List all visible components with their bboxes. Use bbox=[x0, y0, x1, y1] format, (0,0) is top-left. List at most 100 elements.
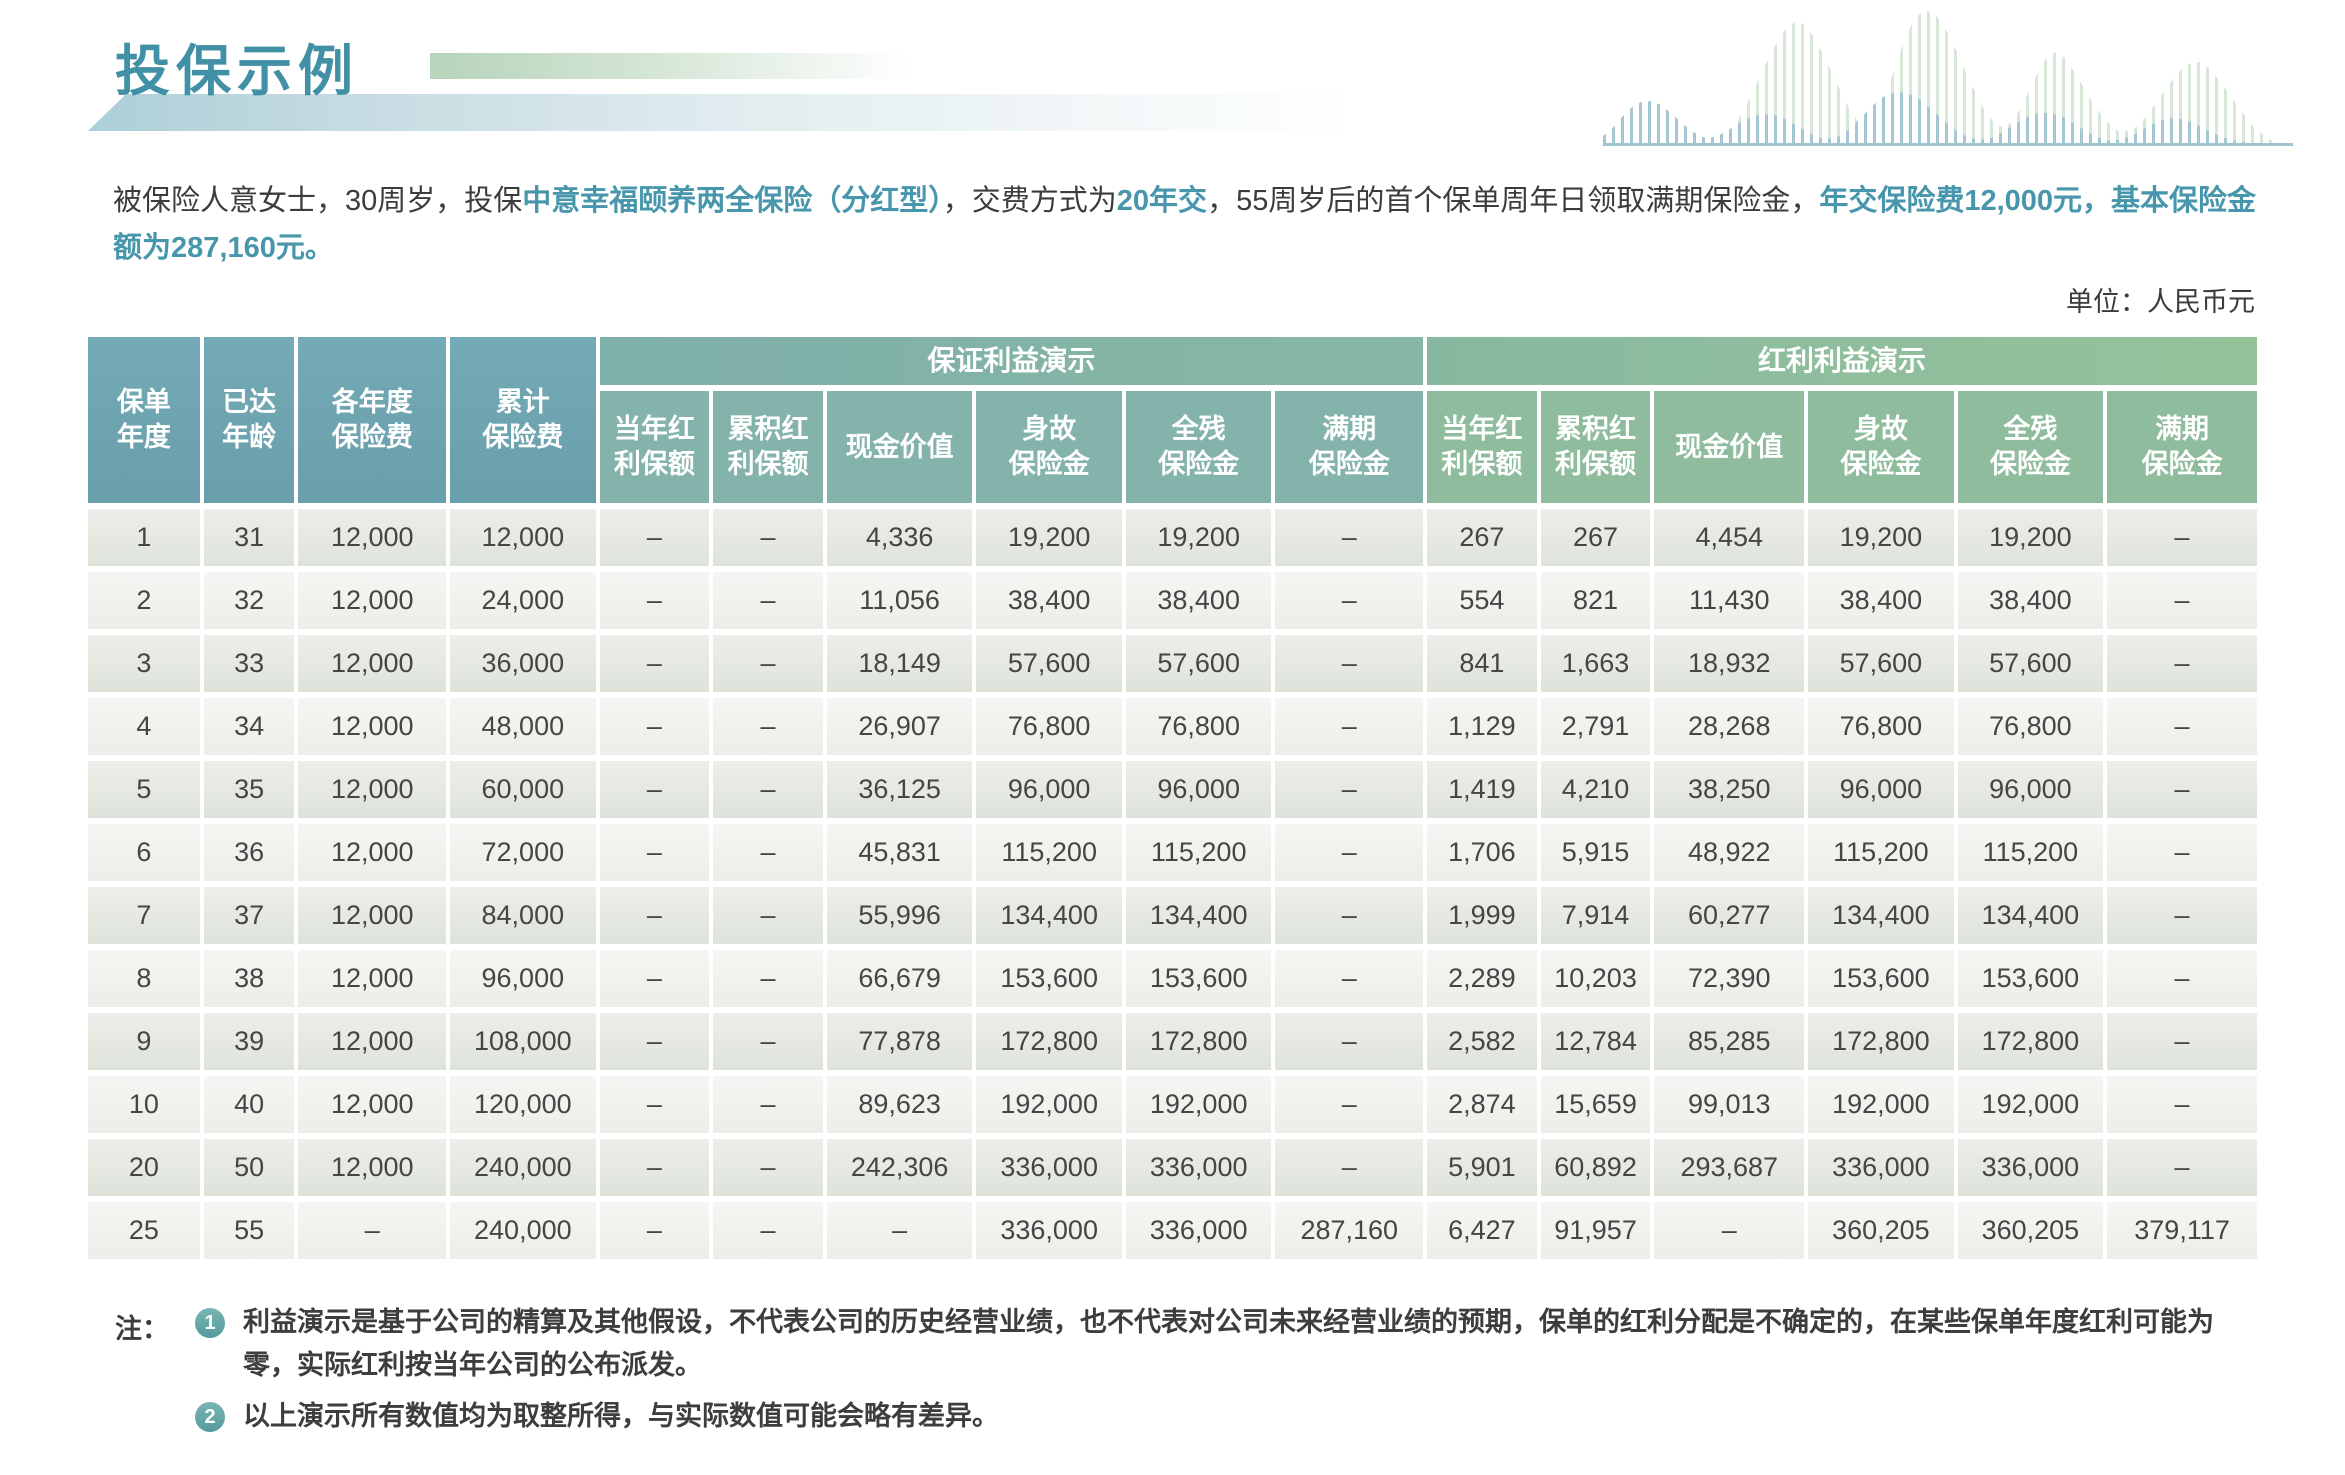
table-cell: 153,600 bbox=[976, 949, 1122, 1007]
table-cell: 293,687 bbox=[1654, 1138, 1805, 1196]
table-cell: 72,390 bbox=[1654, 949, 1805, 1007]
table-wrapper: 保单 年度 已达 年龄 各年度 保险费 累计 保险费 保证利益演示 红利利益演示… bbox=[84, 331, 2261, 1265]
table-cell: 115,200 bbox=[976, 823, 1122, 881]
table-row: 5 35 12,000 60,000– –36,125 96,000 96,000–1,41… bbox=[88, 760, 2257, 818]
table-cell: 115,200 bbox=[1957, 823, 2104, 881]
table-cell: 1,129 bbox=[1427, 697, 1537, 755]
table-cell: 7,914 bbox=[1540, 886, 1651, 944]
note-item: 2 以上演示所有数值均为取整所得，与实际数值可能会略有差异。 bbox=[195, 1395, 2257, 1438]
table-cell: – bbox=[599, 760, 710, 818]
table-cell: 12,000 bbox=[298, 949, 447, 1007]
col-header-g-death-benefit: 身故 保险金 bbox=[976, 390, 1122, 503]
table-cell: 192,000 bbox=[1957, 1075, 2104, 1133]
table-cell: 19,200 bbox=[1125, 508, 1272, 566]
table-row: 20 50 12,000 240,000– –242,306 336,000 336,000… bbox=[88, 1138, 2257, 1196]
table-cell: 134,400 bbox=[976, 886, 1122, 944]
table-cell: 57,600 bbox=[1808, 634, 1954, 692]
table-cell: 821 bbox=[1540, 571, 1651, 629]
table-cell: 57,600 bbox=[1125, 634, 1272, 692]
table-cell: – bbox=[1275, 760, 1424, 818]
table-row: 9 39 12,000 108,000– –77,878 172,800 172,800–2… bbox=[88, 1012, 2257, 1070]
table-cell: – bbox=[599, 1075, 710, 1133]
table-cell: 1,999 bbox=[1427, 886, 1537, 944]
intro-text: ，交费方式为 bbox=[942, 185, 1117, 217]
table-cell: – bbox=[713, 697, 823, 755]
table-cell: 38,400 bbox=[1808, 571, 1954, 629]
group-header-dividend-benefits: 红利利益演示 bbox=[1427, 336, 2257, 385]
table-cell: 379,117 bbox=[2107, 1201, 2257, 1259]
table-row: 6 36 12,000 72,000– –45,831 115,200 115,200–1,… bbox=[88, 823, 2257, 881]
table-cell: 267 bbox=[1540, 508, 1651, 566]
table-cell: 76,800 bbox=[1808, 697, 1954, 755]
table-cell: 38,400 bbox=[1125, 571, 1272, 629]
table-cell: 2,791 bbox=[1540, 697, 1651, 755]
col-header-g-disability-benefit: 全残 保险金 bbox=[1125, 390, 1272, 503]
table-cell: 12,000 bbox=[298, 697, 447, 755]
table-cell: 9 bbox=[88, 1012, 200, 1070]
table-group-header-row: 保单 年度 已达 年龄 各年度 保险费 累计 保险费 保证利益演示 红利利益演示 bbox=[88, 336, 2257, 503]
table-cell: – bbox=[1275, 1075, 1424, 1133]
table-cell: – bbox=[599, 949, 710, 1007]
col-header-g-accumulated-bonus: 累积红 利保额 bbox=[713, 390, 823, 503]
table-cell: 192,000 bbox=[1125, 1075, 1272, 1133]
col-header-g-maturity-benefit: 满期 保险金 bbox=[1275, 390, 1424, 503]
col-header-annual-premium: 各年度 保险费 bbox=[298, 336, 447, 503]
table-cell: 172,800 bbox=[1957, 1012, 2104, 1070]
col-header-d-death-benefit: 身故 保险金 bbox=[1808, 390, 1954, 503]
table-cell: 1,706 bbox=[1427, 823, 1537, 881]
table-cell: 4,210 bbox=[1540, 760, 1651, 818]
table-cell: 554 bbox=[1427, 571, 1537, 629]
table-cell: 7 bbox=[88, 886, 200, 944]
note-item: 1 利益演示是基于公司的精算及其他假设，不代表公司的历史经营业绩，也不代表对公司… bbox=[195, 1301, 2257, 1387]
table-cell: 8 bbox=[88, 949, 200, 1007]
table-cell: 336,000 bbox=[1125, 1201, 1272, 1259]
table-cell: 6 bbox=[88, 823, 200, 881]
group-header-guaranteed-benefits: 保证利益演示 bbox=[599, 336, 1424, 385]
table-cell: 39 bbox=[203, 1012, 295, 1070]
col-header-attained-age: 已达 年龄 bbox=[203, 336, 295, 503]
table-cell: – bbox=[713, 760, 823, 818]
table-cell: 1,419 bbox=[1427, 760, 1537, 818]
table-cell: 35 bbox=[203, 760, 295, 818]
col-header-cumulative-premium: 累计 保险费 bbox=[450, 336, 596, 503]
table-cell: 172,800 bbox=[1125, 1012, 1272, 1070]
table-row: 2 32 12,000 24,000– –11,056 38,400 38,400–554 8… bbox=[88, 571, 2257, 629]
table-cell: – bbox=[298, 1201, 447, 1259]
table-cell: 19,200 bbox=[1808, 508, 1954, 566]
table-cell: 6,427 bbox=[1427, 1201, 1537, 1259]
table-cell: 60,277 bbox=[1654, 886, 1805, 944]
table-cell: 19,200 bbox=[1957, 508, 2104, 566]
table-cell: 12,000 bbox=[298, 1012, 447, 1070]
table-cell: 85,285 bbox=[1654, 1012, 1805, 1070]
title-underline-swoosh bbox=[88, 94, 1468, 131]
table-cell: – bbox=[2107, 1012, 2257, 1070]
table-cell: – bbox=[713, 1201, 823, 1259]
table-cell: – bbox=[1275, 697, 1424, 755]
table-cell: 38 bbox=[203, 949, 295, 1007]
table-cell: – bbox=[713, 508, 823, 566]
table-cell: 55 bbox=[203, 1201, 295, 1259]
table-cell: 50 bbox=[203, 1138, 295, 1196]
table-cell: 15,659 bbox=[1540, 1075, 1651, 1133]
note-number-badge: 1 bbox=[195, 1307, 225, 1338]
table-cell: 2,289 bbox=[1427, 949, 1537, 1007]
table-cell: 60,000 bbox=[450, 760, 596, 818]
table-cell: 57,600 bbox=[1957, 634, 2104, 692]
table-cell: 12,784 bbox=[1540, 1012, 1651, 1070]
table-cell: 336,000 bbox=[1125, 1138, 1272, 1196]
table-cell: – bbox=[2107, 1075, 2257, 1133]
table-cell: 36 bbox=[203, 823, 295, 881]
col-header-d-maturity-benefit: 满期 保险金 bbox=[2107, 390, 2257, 503]
table-cell: 32 bbox=[203, 571, 295, 629]
table-cell: 242,306 bbox=[826, 1138, 973, 1196]
table-row: 7 37 12,000 84,000– –55,996 134,400 134,400–1,… bbox=[88, 886, 2257, 944]
table-cell: – bbox=[713, 949, 823, 1007]
table-cell: 96,000 bbox=[1125, 760, 1272, 818]
table-cell: – bbox=[713, 1138, 823, 1196]
note-number-badge: 2 bbox=[195, 1402, 225, 1433]
intro-premium-amount: 年交保险费12,000元，基本保险金额为287,160元。 bbox=[113, 185, 2257, 264]
table-cell: 10,203 bbox=[1540, 949, 1651, 1007]
table-cell: 12,000 bbox=[298, 823, 447, 881]
table-cell: 134,400 bbox=[1808, 886, 1954, 944]
table-cell: – bbox=[2107, 697, 2257, 755]
